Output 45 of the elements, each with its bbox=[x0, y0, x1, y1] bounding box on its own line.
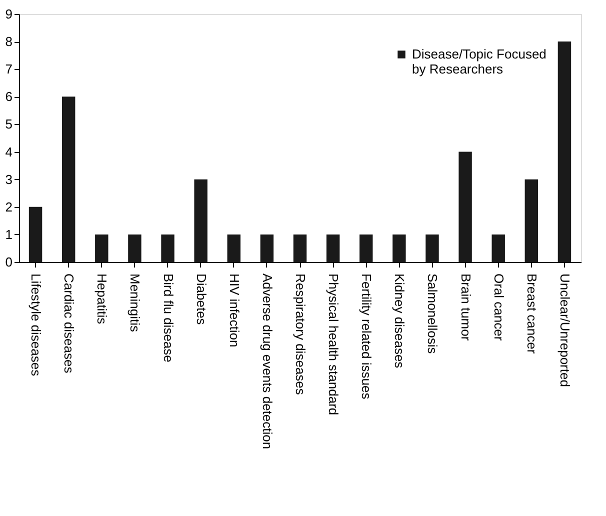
y-tick-label: 2 bbox=[5, 199, 12, 214]
bar bbox=[558, 42, 572, 262]
bar bbox=[326, 234, 340, 262]
bar bbox=[227, 234, 240, 262]
y-tick-label: 6 bbox=[5, 89, 12, 104]
x-tick-label: Salmonellosis bbox=[425, 274, 440, 354]
bar bbox=[95, 234, 108, 262]
bar bbox=[492, 234, 505, 262]
bar bbox=[260, 234, 274, 262]
y-tick-label: 9 bbox=[5, 6, 12, 22]
x-tick-label: Brain tumor bbox=[458, 274, 474, 342]
x-tick-label: Lifestyle diseases bbox=[28, 274, 44, 377]
x-tick-label: Meningitis bbox=[128, 274, 143, 333]
bar bbox=[458, 152, 472, 262]
x-tick-label: Unclear/Unreported bbox=[557, 274, 572, 387]
bar bbox=[392, 234, 406, 262]
bar bbox=[426, 234, 439, 262]
x-tick-label: Fertility related issues bbox=[359, 274, 374, 400]
bar bbox=[62, 96, 76, 262]
bar bbox=[28, 206, 42, 262]
bar bbox=[360, 234, 373, 262]
bar bbox=[524, 179, 538, 262]
y-tick-label: 7 bbox=[5, 62, 12, 77]
x-tick-label: HIV infection bbox=[226, 274, 242, 348]
x-tick-label: Adverse drug events detection bbox=[260, 274, 275, 450]
x-tick-label: Respiratory diseases bbox=[293, 274, 308, 396]
bar bbox=[128, 234, 142, 262]
x-tick-label: Cardiac diseases bbox=[62, 274, 77, 374]
y-tick-label: 3 bbox=[5, 172, 12, 187]
x-tick-label: Kidney diseases bbox=[392, 274, 408, 369]
x-tick-label: Bird flu disease bbox=[160, 274, 176, 362]
y-tick-label: 1 bbox=[5, 226, 12, 242]
y-tick-label: 4 bbox=[5, 144, 12, 160]
x-tick-label: Physical health standard bbox=[326, 274, 342, 416]
x-tick-label: Breast cancer bbox=[524, 274, 540, 354]
x-tick-label: Hepatitis bbox=[94, 274, 110, 325]
y-tick-label: 8 bbox=[5, 34, 12, 50]
bar bbox=[161, 234, 174, 262]
y-tick-label: 5 bbox=[5, 116, 12, 132]
y-tick-label: 0 bbox=[5, 254, 12, 270]
bar bbox=[194, 179, 208, 262]
bar bbox=[293, 234, 307, 262]
x-tick-label: Oral cancer bbox=[491, 274, 506, 342]
x-tick-label: Diabetes bbox=[194, 274, 209, 326]
legend-label: Disease/Topic Focused by Researchers bbox=[412, 46, 546, 76]
